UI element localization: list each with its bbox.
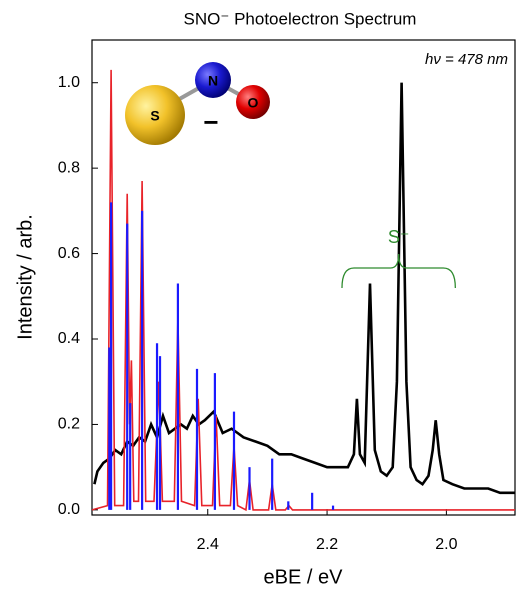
spectrum-line	[93, 82, 515, 495]
atom-label: N	[208, 73, 218, 89]
y-tick-label: 0.8	[58, 159, 80, 176]
molecule: S N O −	[125, 62, 270, 145]
x-tick-label: 2.4	[197, 536, 219, 553]
chart-title: SNO⁻ Photoelectron Spectrum	[184, 9, 417, 28]
bracket-label: S⁻	[388, 227, 410, 247]
bracket	[341, 253, 456, 289]
y-tick-label: 1.0	[58, 74, 80, 91]
plot-marks	[92, 69, 515, 512]
x-tick-label: 2.2	[316, 536, 338, 553]
y-tick-label: 0.0	[58, 501, 80, 518]
atom-label: S	[150, 108, 159, 124]
atom-label: O	[248, 95, 259, 111]
y-tick-label: 0.6	[58, 245, 80, 262]
plot-frame	[91, 39, 516, 516]
y-tick-label: 0.2	[58, 416, 80, 433]
y-tick-label: 0.4	[58, 330, 80, 347]
atom-s	[125, 85, 185, 145]
atom-o	[236, 85, 270, 119]
x-axis-label: eBE / eV	[264, 566, 344, 588]
x-tick-label: 2.0	[435, 536, 457, 553]
atom-n	[195, 62, 231, 98]
photon-energy: hν = 478 nm	[425, 51, 508, 68]
y-axis-label: Intensity / arb.	[14, 214, 36, 340]
charge: −	[203, 107, 218, 137]
